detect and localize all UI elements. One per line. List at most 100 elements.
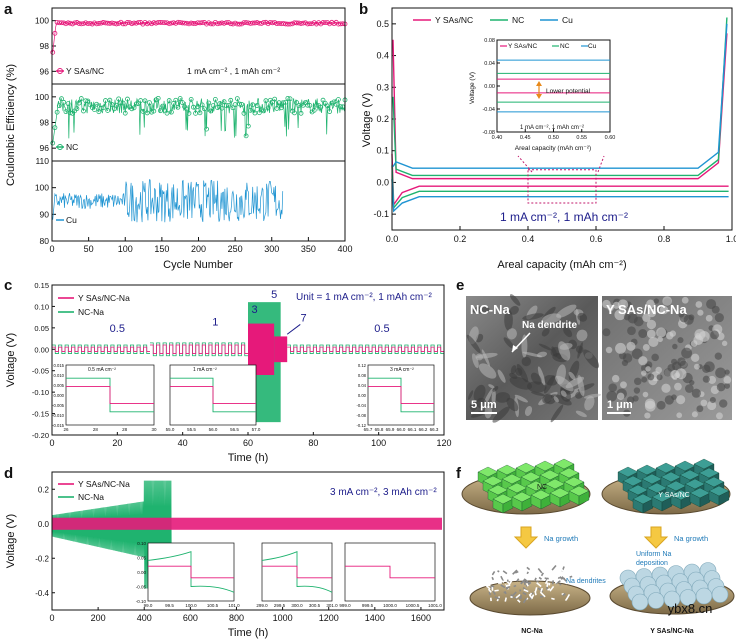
panel-a-point bbox=[105, 20, 111, 26]
panel-a-point bbox=[179, 20, 185, 26]
sem-particle bbox=[677, 357, 686, 367]
sem-particle bbox=[724, 382, 731, 389]
panel-a-point bbox=[56, 103, 62, 109]
dendrite-strand bbox=[491, 571, 496, 576]
panel-a-point bbox=[120, 100, 126, 106]
panel-a-point bbox=[67, 20, 73, 26]
cube-right bbox=[521, 496, 533, 512]
panel-a-point bbox=[72, 20, 78, 26]
panel-a-yticklabel: 100 bbox=[35, 16, 49, 26]
sem-particle bbox=[678, 312, 684, 318]
dendrite-strand bbox=[487, 588, 492, 593]
sem-grain bbox=[492, 386, 499, 392]
panel-c-inset1-title: 0.5 mA cm⁻² bbox=[88, 367, 116, 373]
sem-particle bbox=[683, 314, 694, 325]
panel-a-point bbox=[232, 102, 238, 108]
panel-a-point bbox=[254, 103, 260, 108]
panel-a-series-ysasnc bbox=[52, 21, 346, 53]
panel-b-stripping-2 bbox=[392, 23, 728, 169]
panel-b-inset-arrowhead bbox=[536, 81, 542, 86]
panel-b-xticklabel: 0.2 bbox=[454, 234, 467, 244]
sem-particle bbox=[690, 340, 698, 347]
dendrite-strand bbox=[497, 570, 500, 573]
panel-a-point bbox=[305, 102, 311, 108]
panel-c-inset-ysas bbox=[170, 386, 256, 404]
panel-a-yticklabel: 96 bbox=[40, 66, 50, 76]
panel-a-point bbox=[74, 106, 80, 112]
panel-b-inset-yticklabel: 0.08 bbox=[484, 38, 495, 44]
panel-a-point bbox=[197, 20, 203, 26]
panel-a-point bbox=[171, 20, 176, 26]
panel-a-point bbox=[322, 20, 328, 26]
panel-b-inset-legend-ysas: Y SAs/NC bbox=[508, 43, 537, 50]
dendrite-strand bbox=[559, 576, 563, 580]
panel-d-yticklabel: 0.2 bbox=[38, 485, 50, 494]
panel-a-point bbox=[252, 110, 258, 116]
panel-a-point bbox=[114, 21, 119, 27]
panel-c-insets: 26 28 28 30 0.015 0.010 0.005 0.000 -0.005 -0.010… bbox=[52, 363, 439, 432]
sem-grain bbox=[509, 294, 521, 306]
sem-grain bbox=[568, 371, 576, 380]
panel-a-point bbox=[177, 20, 183, 25]
panel-c-chart: -0.20 -0.15 -0.10 -0.05 0.00 0.05 0.10 0.15 0 20 4… bbox=[32, 281, 452, 448]
panel-a-point bbox=[336, 21, 341, 27]
panel-a-point bbox=[305, 21, 311, 27]
panel-a-point bbox=[188, 96, 194, 102]
panel-a-point bbox=[201, 106, 207, 112]
panel-c-rate-label: 0.5 bbox=[110, 323, 125, 335]
panel-c-inset-xticklabel: 30 bbox=[151, 427, 157, 432]
panel-b-legend-cu: Cu bbox=[562, 15, 573, 25]
panel-a-point bbox=[248, 20, 253, 26]
panel-b-xticklabel: 0.0 bbox=[386, 234, 399, 244]
sem-particle bbox=[711, 305, 720, 314]
caption-ysas-na: Y SAs/NC-Na bbox=[650, 628, 694, 635]
panel-a-point bbox=[223, 20, 229, 26]
panel-a-point bbox=[208, 108, 214, 114]
panel-d-frame bbox=[51, 471, 445, 611]
panel-a-point bbox=[287, 21, 293, 27]
dendrite-strand bbox=[494, 589, 499, 592]
panel-a-point bbox=[215, 105, 220, 110]
panel-a-point bbox=[212, 96, 218, 102]
panel-b-zoom-box bbox=[527, 169, 597, 204]
label-uniform-1: Uniform Na bbox=[636, 551, 672, 558]
panel-d-inset-xticklabel: 300.5 bbox=[309, 603, 321, 608]
panel-c-unit: Unit = 1 mA cm⁻², 1 mAh cm⁻² bbox=[296, 292, 433, 303]
dendrite-strand bbox=[534, 590, 537, 596]
panel-a-yticklabel: 98 bbox=[40, 118, 50, 128]
panel-a-point bbox=[147, 20, 152, 26]
panel-a-point bbox=[158, 108, 163, 114]
panel-a-point bbox=[199, 102, 205, 108]
panel-b-inset-arrowhead bbox=[536, 94, 542, 99]
sem-particle bbox=[676, 412, 683, 419]
sem-grain bbox=[551, 346, 558, 358]
panel-a-point bbox=[129, 106, 135, 112]
panel-c-inset-yticklabel: -0.010 bbox=[52, 413, 65, 418]
panel-a-point bbox=[155, 95, 161, 101]
panel-a-legend-ysas: Y SAs/NC bbox=[66, 66, 104, 76]
panel-b-inset-yticklabel: 0.04 bbox=[484, 61, 495, 67]
sem-particle bbox=[657, 336, 663, 343]
panel-a-point bbox=[94, 101, 100, 107]
panel-c-legend-nc: NC-Na bbox=[78, 307, 104, 317]
panel-a-point bbox=[228, 21, 234, 27]
panel-a-point bbox=[300, 20, 306, 26]
panel-a-point bbox=[245, 20, 251, 26]
dendrite-strand bbox=[498, 578, 503, 582]
panel-a-point bbox=[59, 20, 64, 26]
panel-b-yticklabel: 0.4 bbox=[376, 51, 389, 61]
panel-a-point bbox=[270, 99, 275, 105]
sem-grain bbox=[560, 390, 567, 397]
panel-b-inset-yticklabel: -0.08 bbox=[482, 130, 495, 136]
sem-particle bbox=[716, 382, 726, 392]
panel-a-point bbox=[188, 20, 194, 26]
panel-b-xticklabel: 1.0 bbox=[726, 234, 736, 244]
panel-b-inset-xticklabel: 0.45 bbox=[520, 135, 531, 141]
panel-a-xticklabel: 0 bbox=[49, 244, 54, 254]
panel-c-rate-label: 5 bbox=[271, 289, 277, 301]
panel-a-point bbox=[50, 140, 56, 146]
panel-d-xticklabel: 600 bbox=[183, 613, 198, 623]
panel-a-point bbox=[98, 20, 104, 26]
panel-a-point bbox=[219, 105, 225, 111]
sem-particle bbox=[715, 367, 726, 379]
